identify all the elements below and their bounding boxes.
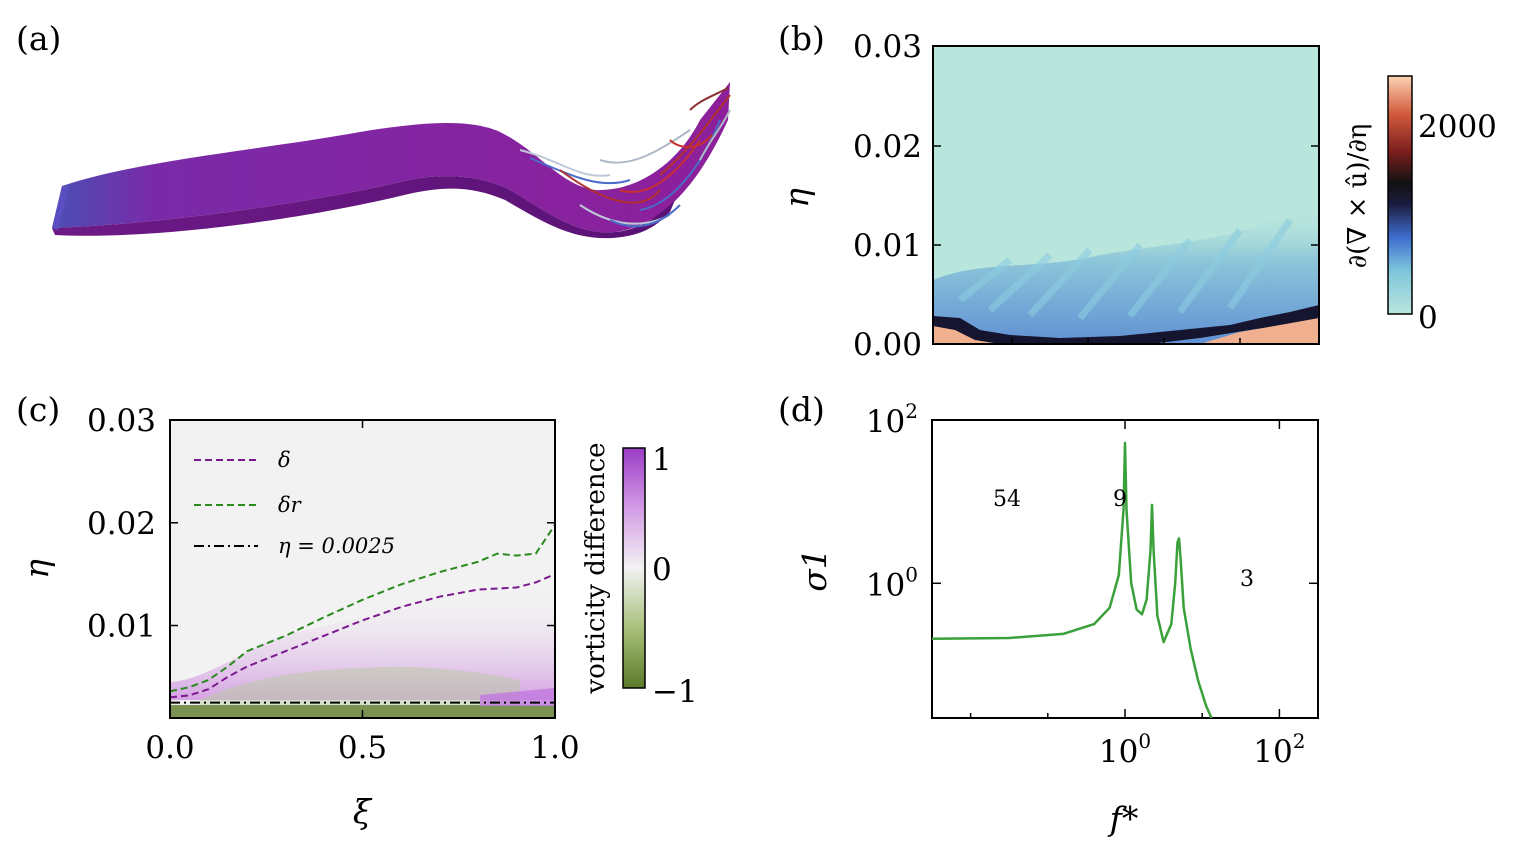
b-colorbar-label: ∂(∇ × û)/∂η (1343, 124, 1373, 269)
b-colorbar (1387, 75, 1413, 315)
d-annotation: 54 (993, 487, 1021, 512)
legend-text-delta: δ (278, 448, 291, 472)
heatmap-hot-region (933, 318, 1319, 344)
body-leading-edge (52, 184, 70, 230)
c-legend: δ δr η = 0.0025 (194, 448, 395, 558)
panel-label-b: (b) (778, 19, 825, 58)
panel-label-d: (d) (778, 390, 825, 429)
c-xtick-label: 0.5 (338, 730, 387, 766)
series-line- (170, 573, 555, 699)
d-ylabel: σ1 (795, 548, 834, 592)
b-ytick-label: 0.03 (853, 29, 922, 65)
wake-vortices (519, 87, 731, 228)
series-line-r (170, 524, 555, 693)
spectrum-line (932, 441, 1213, 718)
panel-b-ticks (933, 145, 1319, 344)
c-purple-lower (480, 688, 555, 706)
c-ylabel: η (17, 559, 56, 579)
panel-c: 0.0 0.5 1.0 0.01 0.02 0.03 η ξ δ δr η = 0.002… (17, 403, 698, 831)
c-ytick-label: 0.03 (87, 403, 156, 439)
panel-d: 100 100 102 102 σ1 f* 54 9 3 (795, 399, 1319, 838)
heatmap-black-band (933, 305, 1319, 344)
b-ytick-label: 0.01 (853, 228, 922, 264)
heatmap-blue-streaks (957, 218, 1293, 321)
c-colorbar (622, 447, 646, 689)
d-ytick-label: 102 (866, 399, 918, 440)
c-colorbar-tick: 0 (652, 552, 672, 588)
d-xtick-label: 100 (1099, 729, 1151, 770)
c-colorbar-tick: 1 (652, 442, 672, 478)
c-xtick-label: 0.0 (145, 730, 194, 766)
c-colorbar-tick: −1 (652, 674, 698, 710)
body-side-surface (52, 176, 675, 239)
d-xtick-label: 102 (1253, 729, 1305, 770)
legend-text-eta: η = 0.0025 (278, 534, 395, 558)
c-xtick-label: 1.0 (530, 730, 579, 766)
b-colorbar-tick: 0 (1418, 300, 1438, 336)
c-green-haze (200, 666, 520, 705)
c-ytick-label: 0.01 (87, 609, 156, 645)
body-rendering (52, 82, 731, 239)
b-colorbar-tick: 2000 (1418, 109, 1497, 145)
c-ytick-label: 0.02 (87, 506, 156, 542)
b-ylabel: η (777, 188, 816, 208)
c-colorbar-label: vorticity difference (581, 442, 611, 694)
b-ytick-label: 0.02 (853, 129, 922, 165)
d-annotation: 3 (1240, 567, 1254, 592)
d-xlabel: f* (1107, 799, 1139, 838)
d-ytick-label: 100 (866, 562, 918, 603)
heatmap-blue-region (933, 205, 1319, 344)
d-annotation: 9 (1113, 487, 1127, 512)
b-ytick-label: 0.00 (853, 327, 922, 363)
panel-b-frame (932, 45, 1320, 345)
body-top-surface (52, 82, 730, 233)
panel-label-c: (c) (16, 390, 60, 429)
panel-label-a: (a) (16, 19, 61, 58)
legend-text-delta-r: δr (278, 493, 303, 517)
panel-b: 0.03 0.02 0.01 0.00 η 2000 0 ∂(∇ × û)/∂η (777, 29, 1497, 363)
c-xlabel: ξ (353, 792, 373, 831)
